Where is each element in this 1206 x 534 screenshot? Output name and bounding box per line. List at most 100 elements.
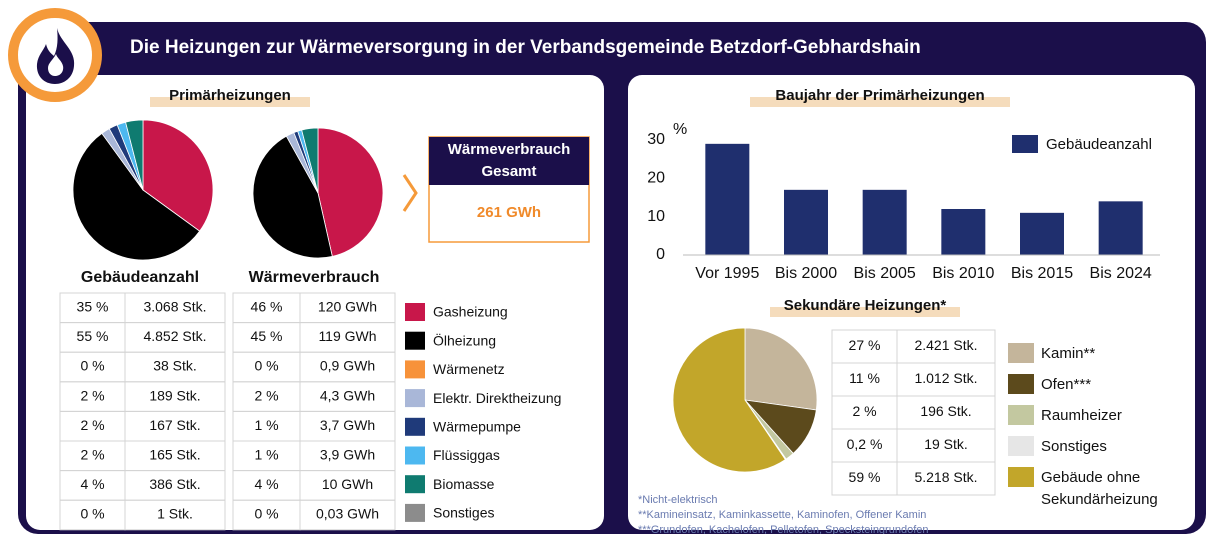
amount-label: 196 Stk.	[920, 403, 971, 419]
percent-label: 0 %	[254, 358, 278, 374]
amount-label: 189 Stk.	[149, 387, 200, 403]
percent-label: 11 %	[849, 370, 880, 386]
amount-label: 0,9 GWh	[320, 358, 375, 374]
chart-title: Gebäudeanzahl	[81, 269, 199, 286]
pie-slice	[252, 135, 333, 259]
legend-label: Sonstiges	[1041, 438, 1107, 455]
legend-swatch	[405, 360, 425, 379]
percent-label: 1 %	[254, 447, 278, 463]
legend-swatch	[1008, 467, 1034, 487]
amount-label: 3,9 GWh	[320, 447, 375, 463]
amount-label: 167 Stk.	[149, 417, 200, 433]
legend-swatch	[1008, 374, 1034, 394]
title-highlight	[150, 97, 310, 107]
legend-label: Elektr. Direktheizung	[433, 390, 561, 406]
amount-label: 120 GWh	[318, 299, 377, 315]
legend-label: Kamin**	[1041, 345, 1096, 362]
table-cell	[896, 461, 996, 496]
pie-slice	[317, 127, 384, 257]
x-tick-label: Bis 2015	[1011, 265, 1073, 282]
amount-label: 4,3 GWh	[320, 387, 375, 403]
bar	[1020, 212, 1064, 255]
legend-label: Ölheizung	[433, 331, 496, 348]
page-title: Die Heizungen zur Wärmeversorgung in der…	[130, 37, 921, 58]
amount-label: 386 Stk.	[149, 476, 200, 492]
amount-label: 5.218 Stk.	[914, 469, 977, 485]
pie-slice	[72, 132, 201, 261]
table-cell	[124, 499, 226, 531]
legend-swatch	[405, 417, 425, 436]
pie-slice	[744, 327, 818, 411]
x-tick-label: Bis 2000	[775, 265, 837, 282]
x-tick-label: Vor 1995	[695, 265, 759, 282]
legend-label: Gebäude ohne Sekundärheizung	[1041, 469, 1158, 508]
footnote: *Nicht-elektrisch	[638, 494, 717, 506]
y-tick-label: 30	[647, 131, 665, 148]
percent-label: 59 %	[849, 469, 881, 485]
bar	[1098, 201, 1143, 255]
percent-label: 4 %	[254, 476, 278, 492]
legend-label: Wärmepumpe	[433, 419, 521, 435]
legend-label: Biomasse	[433, 476, 495, 492]
legend-label: Sonstiges	[433, 505, 494, 521]
legend-label: Ofen***	[1041, 376, 1092, 393]
footnote: ***Grundofen, Kachelofen, Pelletofen, Sp…	[638, 524, 928, 534]
chart-title: Sekundäre Heizungen*	[784, 297, 947, 314]
legend-swatch	[405, 389, 425, 408]
amount-label: 4.852 Stk.	[143, 328, 206, 344]
table-cell	[299, 499, 396, 531]
chart-title: Wärmeverbrauch	[249, 269, 380, 286]
amount-label: 19 Stk.	[924, 436, 968, 452]
total-header	[429, 137, 589, 185]
chevron	[402, 174, 418, 212]
amount-label: 2.421 Stk.	[914, 337, 977, 353]
amount-label: 165 Stk.	[149, 447, 200, 463]
percent-label: 0 %	[80, 358, 104, 374]
pie-slice	[672, 327, 786, 473]
legend-swatch	[1008, 405, 1034, 425]
legend-swatch	[405, 331, 425, 350]
bar	[705, 143, 750, 255]
percent-label: 4 %	[80, 476, 104, 492]
legend-label: Wärmenetz	[433, 361, 505, 377]
y-tick-label: 10	[647, 208, 665, 225]
x-tick-label: Bis 2024	[1090, 265, 1152, 282]
amount-label: 38 Stk.	[153, 358, 197, 374]
pie-slice	[142, 119, 214, 232]
footnote: **Kamineinsatz, Kaminkassette, Kaminofen…	[638, 509, 926, 521]
bar	[941, 209, 986, 255]
amount-label: 1.012 Stk.	[914, 370, 977, 386]
percent-label: 46 %	[251, 299, 283, 315]
percent-label: 2 %	[80, 417, 104, 433]
amount-label: 10 GWh	[322, 476, 373, 492]
y-tick-label: 20	[647, 170, 665, 187]
x-tick-label: Bis 2010	[932, 265, 994, 282]
pie-slice	[301, 127, 319, 194]
legend-swatch	[1008, 436, 1034, 456]
amount-label: 3.068 Stk.	[143, 299, 206, 315]
section-title: Primärheizungen	[169, 87, 291, 104]
legend-swatch	[1012, 135, 1038, 153]
pie-slice	[125, 119, 144, 191]
flame-icon	[36, 28, 75, 84]
y-axis-label: %	[673, 121, 687, 138]
bar	[784, 189, 828, 255]
percent-label: 0,2 %	[847, 436, 883, 452]
percent-label: 2 %	[80, 447, 104, 463]
percent-label: 2 %	[80, 387, 104, 403]
percent-label: 55 %	[77, 328, 109, 344]
chart-title: Baujahr der Primärheizungen	[775, 87, 984, 104]
title-highlight	[750, 97, 1010, 107]
percent-label: 35 %	[77, 299, 109, 315]
x-tick-label: Bis 2005	[854, 265, 916, 282]
total-title: Wärmeverbrauch Gesamt	[447, 141, 571, 180]
legend-label: Flüssiggas	[433, 447, 500, 463]
percent-label: 2 %	[852, 403, 876, 419]
percent-label: 1 %	[254, 417, 278, 433]
legend-label: Raumheizer	[1041, 407, 1122, 424]
legend-swatch	[405, 503, 425, 522]
bar	[862, 189, 907, 255]
percent-label: 2 %	[254, 387, 278, 403]
